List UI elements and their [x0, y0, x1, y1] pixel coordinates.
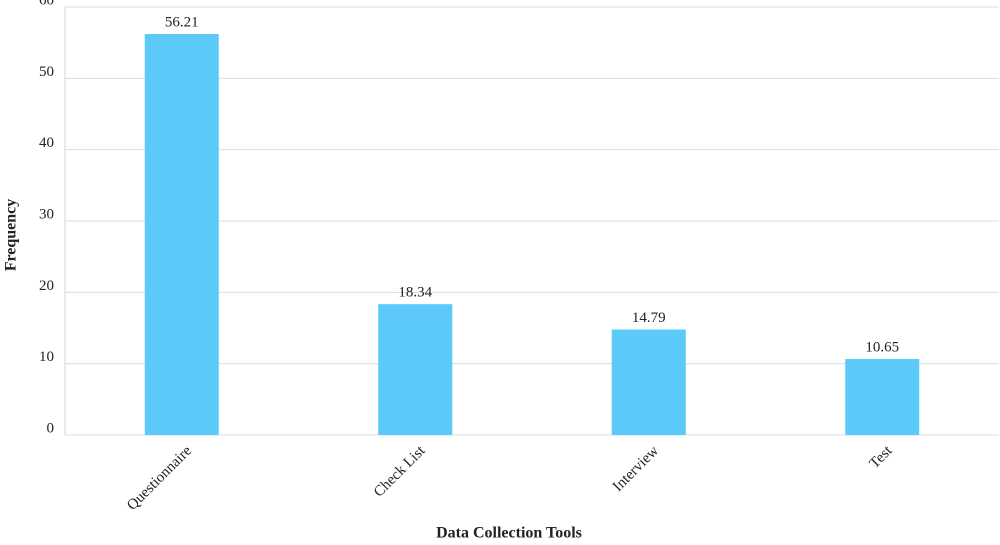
y-tick-label: 40: [39, 135, 54, 151]
bar: [611, 329, 686, 435]
data-label: 18.34: [398, 285, 432, 301]
y-tick-label: 20: [39, 278, 54, 294]
x-tick-label: Interview: [610, 443, 662, 495]
data-label: 14.79: [632, 310, 666, 326]
bar: [144, 34, 219, 435]
x-tick-label: Check List: [371, 442, 429, 500]
y-tick-label: 0: [47, 420, 55, 436]
data-label: 10.65: [865, 339, 899, 355]
bar: [845, 359, 920, 435]
y-tick-label: 30: [39, 206, 54, 222]
y-tick-label: 10: [39, 349, 54, 365]
x-tick-label: Test: [867, 442, 896, 471]
bar: [378, 304, 453, 435]
x-tick-label: Questionnaire: [124, 443, 195, 514]
y-tick-label: 60: [39, 0, 54, 8]
x-axis-title: Data Collection Tools: [436, 525, 582, 542]
data-label: 56.21: [165, 14, 199, 30]
y-tick-label: 50: [39, 64, 54, 80]
y-axis-title: Frequency: [3, 199, 20, 272]
